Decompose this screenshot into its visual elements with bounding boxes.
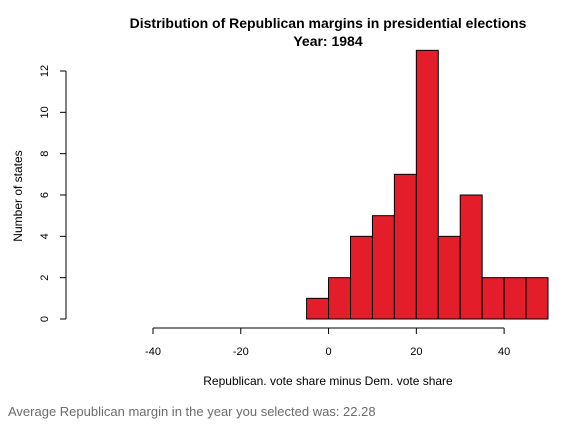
x-tick-label: -40 [145, 346, 161, 358]
histogram-bar [328, 277, 351, 320]
x-axis: -40 -20 0 20 40 [145, 327, 510, 358]
x-axis-label: Republican. vote share minus Dem. vote s… [203, 374, 453, 388]
histogram-bar [525, 277, 549, 320]
chart-title: Distribution of Republican margins in pr… [130, 15, 527, 31]
histogram-bar [350, 235, 373, 320]
y-tick-label: 8 [39, 151, 51, 157]
y-tick-label: 6 [39, 192, 51, 198]
histogram-bar [481, 277, 505, 320]
histogram-chart: Distribution of Republican margins in pr… [11, 15, 549, 388]
histogram-bar [415, 49, 439, 320]
y-tick-label: 12 [39, 65, 51, 77]
histogram-bar [306, 297, 330, 320]
histogram-bar [393, 173, 417, 320]
y-axis: 0 2 4 6 8 10 12 [39, 65, 67, 322]
chart-subtitle: Year: 1984 [293, 33, 362, 49]
histogram-bar [437, 235, 461, 320]
x-tick-label: 40 [498, 346, 510, 358]
x-tick-label: -20 [233, 346, 249, 358]
y-tick-label: 0 [39, 316, 51, 322]
y-tick-label: 10 [39, 106, 51, 118]
histogram-bar [371, 215, 395, 320]
histogram-bar [503, 277, 527, 320]
y-tick-label: 4 [39, 233, 51, 239]
histogram-bar [459, 194, 483, 320]
x-tick-label: 20 [410, 346, 422, 358]
bars-group [306, 49, 549, 320]
y-axis-label: Number of states [11, 150, 25, 241]
x-tick-label: 0 [325, 346, 331, 358]
y-tick-label: 2 [39, 275, 51, 281]
average-margin-caption: Average Republican margin in the year yo… [8, 404, 376, 419]
